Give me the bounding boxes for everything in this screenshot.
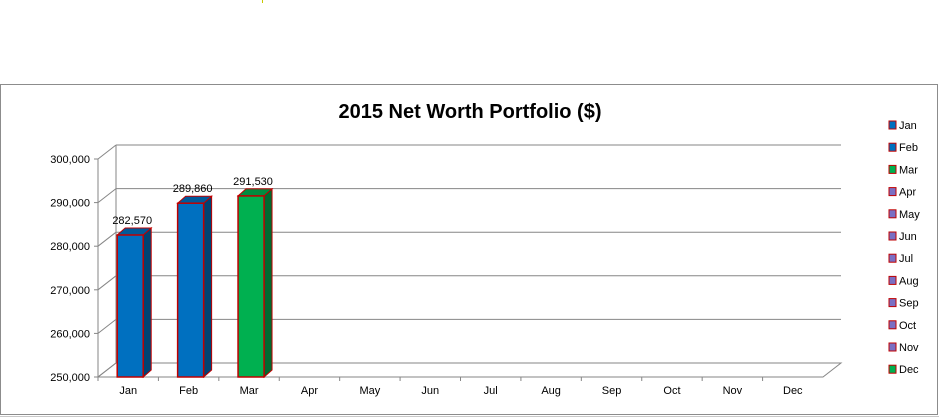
legend-swatch-apr: [888, 187, 897, 197]
bar-side: [203, 195, 213, 379]
legend-label-apr: Apr: [899, 187, 916, 199]
legend-swatch-may: [888, 209, 897, 219]
x-tick-label: Oct: [663, 385, 680, 397]
x-tick-label: Jul: [484, 385, 498, 397]
bars: [115, 187, 274, 379]
x-tick-label: Feb: [179, 385, 198, 397]
legend-swatch-jun: [888, 231, 897, 241]
legend-label-jun: Jun: [899, 231, 917, 243]
y-tick-label: 270,000: [50, 285, 90, 297]
gridline-side: [97, 231, 117, 247]
x-tick-label: May: [359, 385, 380, 397]
data-labels: 282,570 289,860 291,530: [112, 176, 273, 227]
legend-label-sep: Sep: [899, 298, 919, 310]
x-tick-label: Apr: [301, 385, 318, 397]
legend: Jan Feb Mar Apr May Jun Jul Aug Sep Oct Nov Dec: [888, 120, 920, 376]
legend-label-feb: Feb: [899, 142, 918, 154]
gridlines: [96, 144, 843, 378]
gridline-side: [97, 319, 117, 334]
bar-front: [237, 195, 265, 378]
data-label: 282,570: [112, 215, 152, 227]
y-tick-label: 300,000: [50, 154, 90, 166]
data-label: 289,860: [173, 183, 213, 195]
bar-feb: [176, 195, 213, 379]
legend-swatch-dec: [888, 364, 897, 374]
legend-swatch-mar: [888, 164, 897, 174]
y-tick-label: 290,000: [50, 198, 90, 210]
legend-swatch-sep: [888, 298, 897, 308]
bar-mar: [236, 187, 274, 379]
x-tick-label: Aug: [541, 385, 561, 397]
gridline-side: [97, 275, 117, 291]
legend-label-oct: Oct: [899, 320, 916, 332]
legend-swatch-jul: [888, 253, 897, 263]
gridline-side: [97, 188, 117, 203]
chart-area: 2015 Net Worth Portfolio ($) 250,000 260,…: [0, 84, 938, 415]
x-tick-label: Mar: [240, 385, 259, 397]
data-label: 291,530: [233, 176, 273, 188]
x-tick-label: Jun: [421, 385, 439, 397]
bar-side: [263, 187, 273, 379]
top-artifact-mark: [262, 0, 263, 3]
legend-label-dec: Dec: [899, 364, 919, 376]
bar-front: [116, 234, 144, 378]
legend-swatch-aug: [888, 275, 897, 285]
y-tick-label: 250,000: [50, 372, 90, 384]
legend-swatch-nov: [888, 342, 897, 352]
x-axis-ticks: Jan Feb Mar Apr May Jun Jul Aug Sep Oct Nov Dec: [97, 377, 803, 397]
legend-label-jan: Jan: [899, 120, 917, 132]
chart-title: 2015 Net Worth Portfolio ($): [339, 101, 602, 123]
bar-jan: [115, 226, 153, 379]
legend-label-mar: Mar: [899, 164, 918, 176]
legend-swatch-oct: [888, 320, 897, 330]
legend-swatch-feb: [888, 142, 897, 152]
y-tick-label: 260,000: [50, 328, 90, 340]
bottom-divider: [0, 416, 939, 417]
bar-side: [142, 226, 152, 379]
legend-swatch-jan: [888, 120, 897, 130]
x-tick-label: Dec: [783, 385, 803, 397]
gridline-side: [97, 144, 117, 160]
x-tick-label: Jan: [119, 385, 137, 397]
y-axis-ticks: 250,000 260,000 270,000 280,000 290,000 300,0…: [50, 154, 98, 384]
x-tick-label: Nov: [723, 385, 743, 397]
legend-label-nov: Nov: [899, 342, 919, 354]
x-tick-label: Sep: [602, 385, 622, 397]
legend-label-may: May: [899, 209, 920, 221]
legend-label-aug: Aug: [899, 275, 919, 287]
chart-svg: 2015 Net Worth Portfolio ($) 250,000 260,…: [50, 101, 920, 397]
legend-label-jul: Jul: [899, 253, 913, 265]
y-tick-label: 280,000: [50, 241, 90, 253]
bar-front: [176, 202, 205, 378]
